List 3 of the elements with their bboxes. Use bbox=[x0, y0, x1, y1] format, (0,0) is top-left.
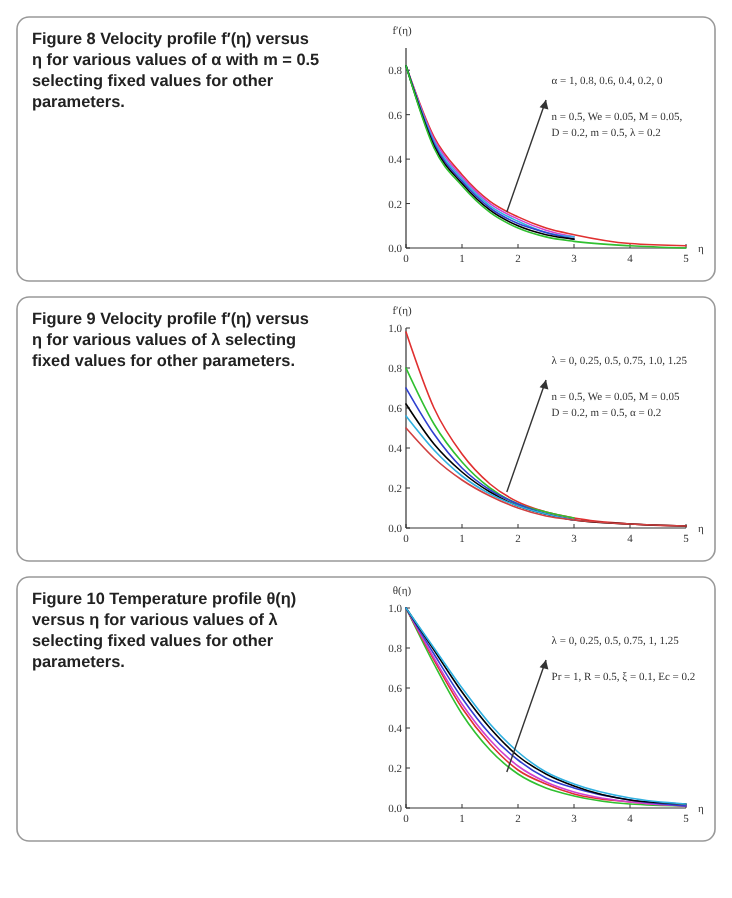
text: Figure 9 Velocity profile f′(η) versus η for various values of λ selecting fixed values for other parameters. bbox=[32, 310, 310, 370]
text: Figure 10 Temperature profile θ(η) versus η for various values of λ selecting fixed values for other parameters. bbox=[32, 590, 297, 671]
text: Figure 8 Velocity profile f′(η) versus η for various values of α with m = 0.5 selecting fixed values for other parameters. bbox=[32, 30, 321, 111]
